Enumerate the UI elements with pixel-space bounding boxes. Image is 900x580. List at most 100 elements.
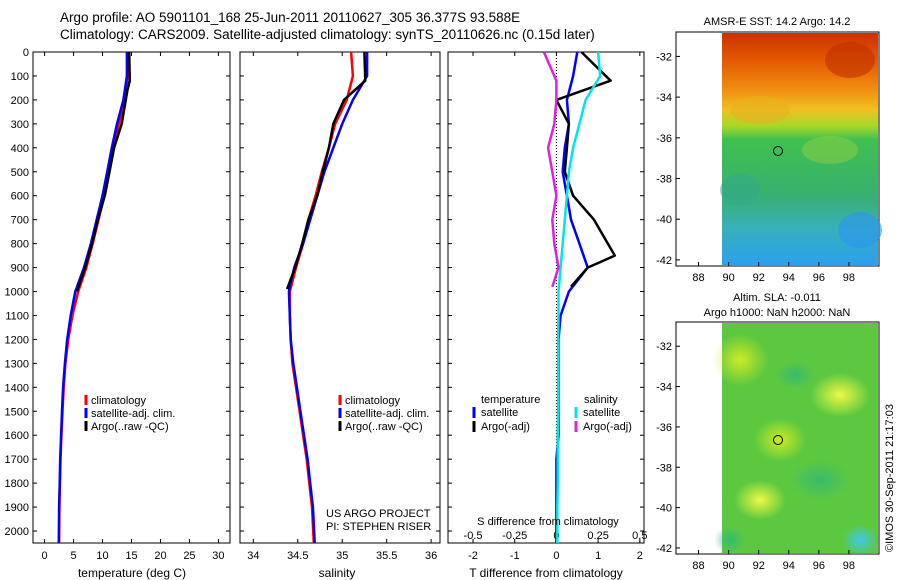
legend-satellite: satellite-adj. clim. (91, 408, 175, 420)
legend-climatology: climatology (91, 395, 147, 407)
depth-tick-label: 100 (11, 71, 29, 83)
temp-panel-frame (32, 51, 231, 544)
header-line-1: Argo profile: AO 5901101_168 25-Jun-2011… (60, 10, 521, 25)
series-temperature-argo-adj- (555, 52, 617, 288)
sla-map-field (712, 323, 878, 556)
s-diff-tick-label: 0.5 (632, 530, 647, 542)
sla-lat-label: -40 (656, 503, 672, 515)
diff-legend-temp-sat: satellite (481, 407, 518, 419)
sst-lat-label: -42 (656, 255, 672, 267)
s-diff-tick-label: -0.25 (502, 530, 527, 542)
depth-tick-label: 500 (11, 167, 29, 179)
sal-tick-label: 35 (336, 550, 348, 562)
sst-lat-label: -38 (656, 174, 672, 186)
sla-lon-label: 98 (843, 560, 855, 572)
diff-legend-temp-argo: Argo(-adj) (481, 421, 530, 433)
sal-legend-argo: Argo(..raw -QC) (345, 421, 423, 433)
depth-tick-label: 1100 (5, 310, 29, 322)
temp-xlabel: temperature (deg C) (78, 566, 186, 580)
sal-tick-label: 34 (247, 550, 259, 562)
sla-map-title-1: Altim. SLA: -0.011 (733, 292, 821, 304)
pi-label: PI: STEPHEN RISER (326, 521, 431, 533)
depth-tick-label: 1000 (5, 287, 29, 299)
temp-tick-label: 5 (70, 550, 76, 562)
sla-lon-label: 94 (783, 560, 795, 572)
sst-lat-label: -34 (656, 92, 672, 104)
depth-tick-label: 800 (11, 239, 29, 251)
depth-tick-label: 1900 (5, 502, 29, 514)
depth-tick-label: 1200 (5, 334, 29, 346)
sla-lat-label: -32 (656, 341, 672, 353)
sal-xlabel: salinity (319, 566, 356, 580)
sal-tick-label: 35.5 (376, 550, 397, 562)
series-climatology (288, 52, 355, 543)
series-argo-raw-qc- (75, 52, 132, 292)
credit-label: ©IMOS 30-Sep-2011 21:17:03 (884, 404, 896, 552)
sla-lat-label: -36 (656, 422, 672, 434)
temp-tick-label: 0 (42, 550, 48, 562)
sst-lon-label: 92 (753, 272, 765, 284)
sal-legend-climatology: climatology (345, 395, 401, 407)
sla-lon-label: 92 (753, 560, 765, 572)
sst-lon-label: 88 (692, 272, 704, 284)
temp-tick-label: 15 (125, 550, 137, 562)
series-satellite-adj-clim- (57, 52, 129, 543)
temp-tick-label: 25 (183, 550, 195, 562)
series-salinity-argo-adj- (542, 52, 560, 288)
diff-tick-label: 1 (595, 550, 601, 562)
diff-xlabel: T difference from climatology (469, 566, 623, 580)
series-satellite-adj-clim- (287, 52, 369, 543)
depth-tick-label: 1600 (5, 430, 29, 442)
diff-tick-label: 0 (553, 550, 559, 562)
temp-tick-label: 30 (212, 550, 224, 562)
series-temperature-satellite (555, 52, 589, 543)
sst-lon-label: 94 (783, 272, 795, 284)
sst-lat-label: -40 (656, 214, 672, 226)
s-diff-label: S difference from climatology (477, 516, 619, 528)
s-diff-tick-label: -0.5 (464, 530, 483, 542)
sla-argo-marker (773, 435, 783, 445)
sal-legend-satellite: satellite-adj. clim. (345, 408, 429, 420)
depth-tick-label: 1500 (5, 406, 29, 418)
sla-map-title-2: Argo h1000: NaN h2000: NaN (704, 307, 851, 319)
depth-tick-label: 200 (11, 95, 29, 107)
sst-lon-label: 96 (813, 272, 825, 284)
diff-tick-label: 2 (637, 550, 643, 562)
diff-legend-sal-sat: satellite (583, 407, 620, 419)
diff-legend-sal-argo: Argo(-adj) (583, 421, 632, 433)
sal-panel-frame (239, 51, 441, 544)
project-label: US ARGO PROJECT (326, 508, 431, 520)
temp-tick-label: 10 (96, 550, 108, 562)
sla-lon-label: 96 (813, 560, 825, 572)
temp-tick-label: 20 (154, 550, 166, 562)
header-line-2: Climatology: CARS2009. Satellite-adjuste… (60, 27, 595, 42)
depth-tick-label: 0 (23, 47, 29, 59)
depth-tick-label: 1800 (5, 478, 29, 490)
sst-map-field (720, 33, 882, 265)
sst-lon-label: 98 (843, 272, 855, 284)
sst-lat-label: -32 (656, 51, 672, 63)
series-salinity-satellite (556, 52, 602, 543)
diff-tick-label: -1 (510, 550, 520, 562)
depth-tick-label: 1300 (5, 358, 29, 370)
sla-lat-label: -42 (656, 543, 672, 555)
series-argo-raw-qc- (285, 52, 367, 290)
sal-tick-label: 34.5 (287, 550, 308, 562)
sst-map-title: AMSR-E SST: 14.2 Argo: 14.2 (704, 16, 851, 28)
sst-lon-label: 90 (723, 272, 735, 284)
depth-tick-label: 900 (11, 263, 29, 275)
diff-legend-temp-title: temperature (481, 394, 540, 406)
depth-tick-label: 300 (11, 119, 29, 131)
depth-tick-label: 400 (11, 143, 29, 155)
sst-lat-label: -36 (656, 133, 672, 145)
sla-lon-label: 90 (723, 560, 735, 572)
sal-tick-label: 36 (425, 550, 437, 562)
depth-tick-label: 1700 (5, 454, 29, 466)
diff-legend-sal-title: salinity (584, 394, 618, 406)
s-diff-tick-label: 0.25 (587, 530, 608, 542)
legend-argo: Argo(..raw -QC) (91, 421, 169, 433)
depth-tick-label: 1400 (5, 382, 29, 394)
sla-lat-label: -34 (656, 382, 672, 394)
sla-lon-label: 88 (692, 560, 704, 572)
diff-tick-label: -2 (468, 550, 478, 562)
